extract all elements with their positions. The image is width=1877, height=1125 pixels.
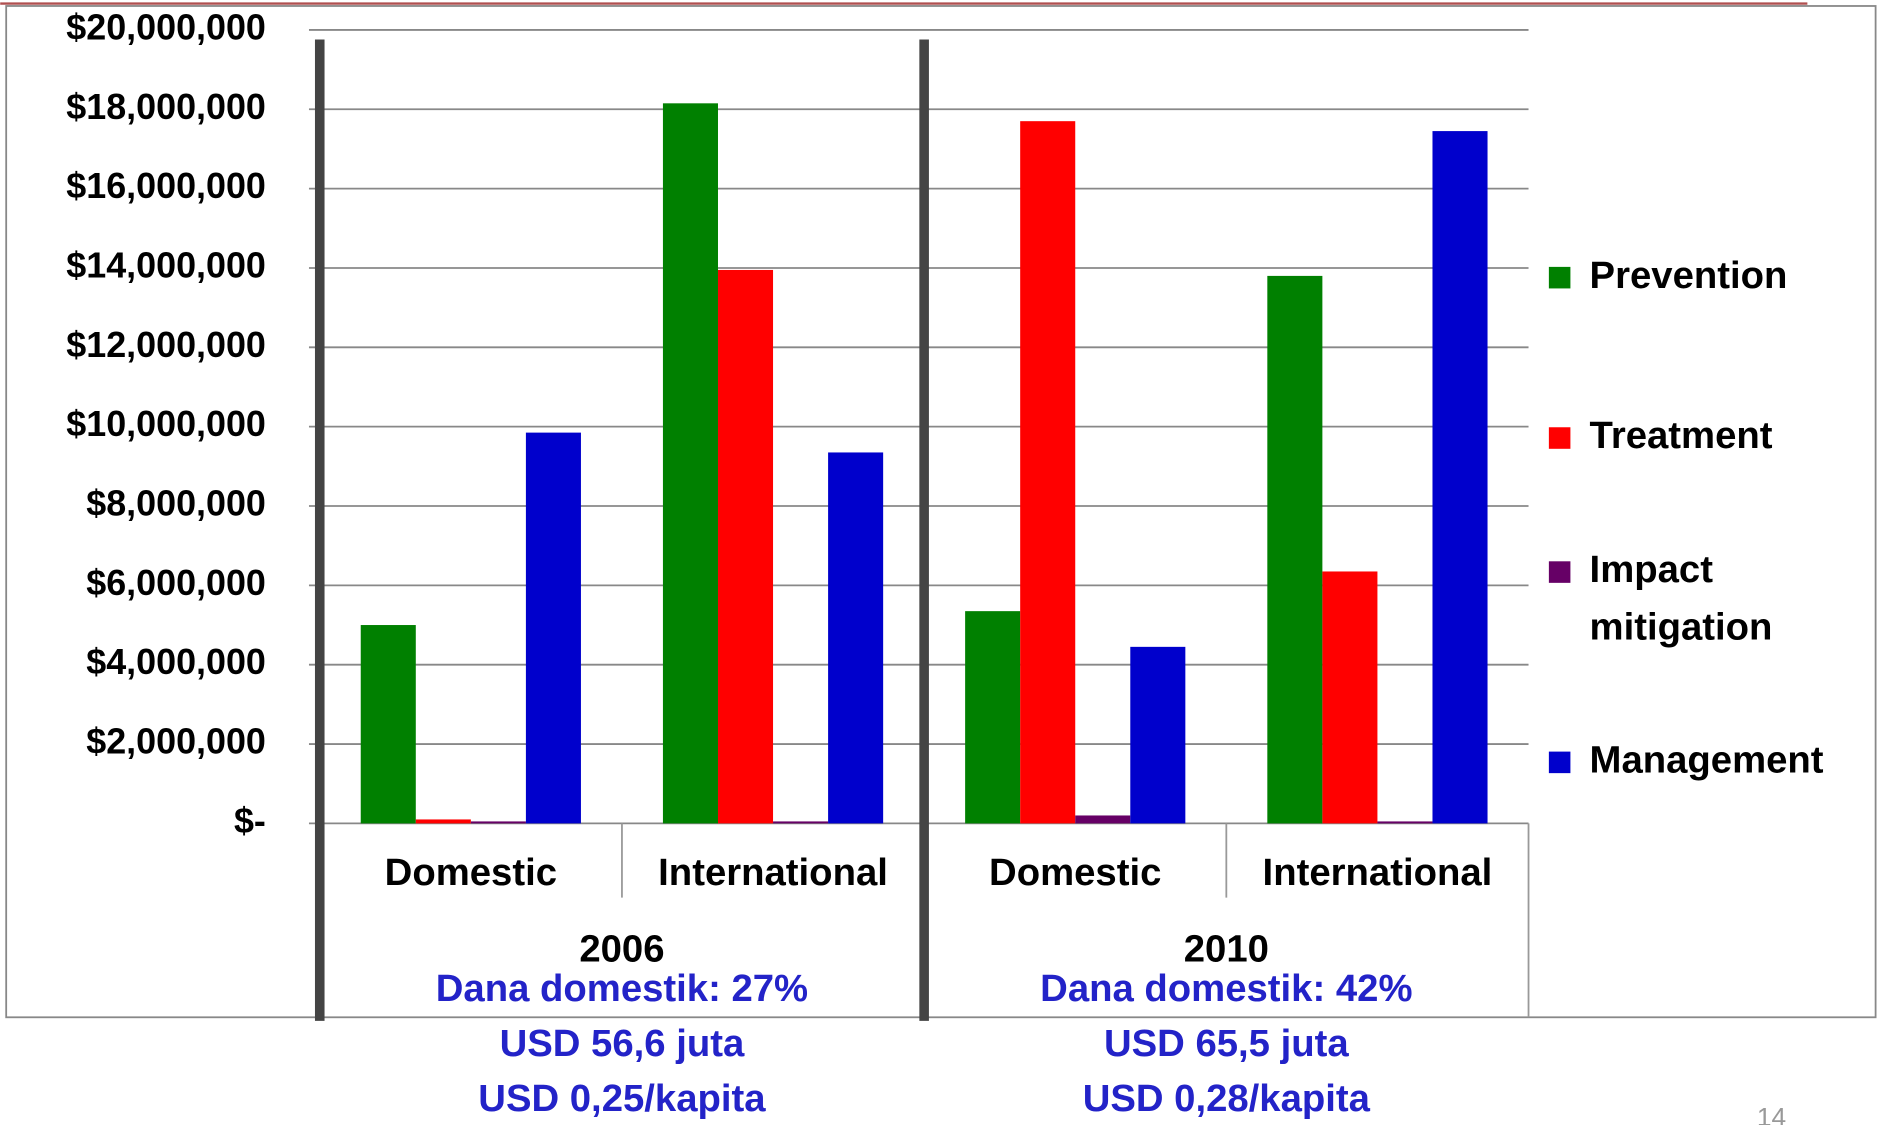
y-tick-label: $6,000,000 xyxy=(86,563,266,603)
group-label: 2010 xyxy=(1184,928,1269,971)
page-number: 14 xyxy=(1757,1102,1786,1125)
y-tick-label: $10,000,000 xyxy=(66,404,266,444)
bar xyxy=(828,452,884,824)
chart-frame xyxy=(5,5,1877,1019)
bar xyxy=(470,821,526,824)
y-tick-label: $18,000,000 xyxy=(66,87,266,127)
group-note: USD 0,28/kapita xyxy=(1083,1077,1371,1120)
y-tick-label: $2,000,000 xyxy=(86,722,266,762)
legend-label: Treatment xyxy=(1590,414,1773,457)
y-tick-label: $8,000,000 xyxy=(86,483,266,523)
legend-swatch xyxy=(1548,427,1571,449)
y-tick-label: $20,000,000 xyxy=(66,7,266,47)
legend-swatch xyxy=(1548,561,1571,583)
y-tick-label: $4,000,000 xyxy=(86,642,266,682)
group-note: Dana domestik: 27% xyxy=(436,967,808,1010)
legend-label: Impact mitigation xyxy=(1590,548,1773,648)
legend-swatch xyxy=(1548,751,1571,774)
group-note: Dana domestik: 42% xyxy=(1040,967,1412,1010)
x-tick-label: Domestic xyxy=(385,851,557,894)
x-tick-label: Domestic xyxy=(989,851,1161,894)
y-tick-label: $12,000,000 xyxy=(66,325,266,365)
bar xyxy=(1130,646,1186,824)
bar xyxy=(965,611,1021,824)
x-tick-label: International xyxy=(658,851,888,894)
bar xyxy=(1020,121,1076,824)
bar xyxy=(1322,571,1378,824)
group-label: 2006 xyxy=(579,928,664,971)
bar xyxy=(717,269,774,824)
bar xyxy=(525,432,581,824)
legend-label: Management xyxy=(1590,738,1824,781)
bar xyxy=(662,103,718,824)
bar xyxy=(1075,815,1131,824)
y-tick-label: $- xyxy=(234,801,266,841)
group-note: USD 56,6 juta xyxy=(500,1022,745,1065)
x-tick-label: International xyxy=(1263,851,1493,894)
bar xyxy=(415,819,471,824)
bar xyxy=(1267,275,1323,824)
legend-label: Prevention xyxy=(1590,254,1788,297)
group-note: USD 0,25/kapita xyxy=(478,1077,766,1120)
bar xyxy=(360,625,416,824)
y-tick-label: $14,000,000 xyxy=(66,245,266,285)
legend-swatch xyxy=(1548,266,1571,289)
bar xyxy=(1377,821,1433,824)
group-note: USD 65,5 juta xyxy=(1104,1022,1349,1065)
bar xyxy=(1432,131,1488,824)
y-tick-label: $16,000,000 xyxy=(66,166,266,206)
bar xyxy=(773,821,829,824)
